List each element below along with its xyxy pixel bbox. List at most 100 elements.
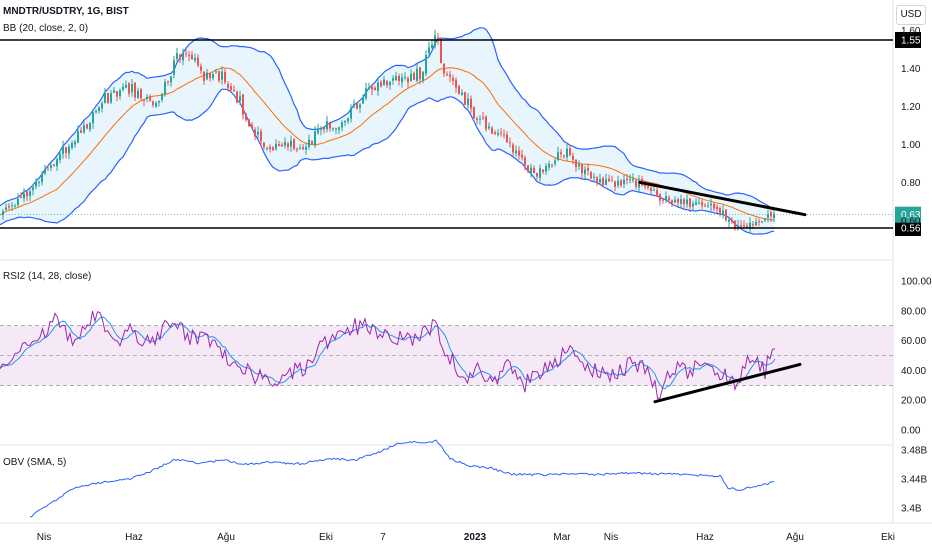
candle: [140, 88, 142, 99]
candle: [764, 218, 766, 221]
candle: [506, 134, 508, 143]
candle: [611, 180, 613, 182]
candle: [476, 118, 478, 121]
candle: [341, 122, 343, 128]
price-axis-tick: 1.40: [901, 64, 921, 75]
candle: [452, 78, 454, 82]
candle: [17, 198, 19, 205]
candle: [59, 153, 61, 160]
level-price-tag: [895, 220, 921, 236]
candle: [377, 82, 379, 91]
candle: [275, 143, 277, 149]
candle: [680, 199, 682, 204]
candle: [623, 179, 625, 185]
candle: [29, 191, 31, 196]
candle: [746, 225, 748, 228]
candle: [401, 77, 403, 83]
candle: [224, 72, 226, 83]
candle: [23, 193, 25, 199]
candle: [590, 172, 592, 179]
candle: [650, 187, 652, 192]
candle: [20, 196, 22, 198]
candle: [119, 90, 121, 97]
candle: [290, 140, 292, 147]
candle: [674, 199, 676, 203]
candle: [122, 86, 124, 90]
candle: [257, 131, 259, 135]
candle: [116, 91, 118, 97]
candle: [575, 159, 577, 168]
candle: [686, 199, 688, 205]
time-axis-tick: Haz: [125, 532, 143, 543]
candle: [596, 177, 598, 183]
candle: [668, 197, 670, 200]
rsi-axis-tick: 0.00: [901, 426, 921, 437]
candle: [551, 164, 553, 166]
price-axis-tick: 1.20: [901, 102, 921, 113]
time-axis-tick: Eki: [881, 532, 895, 543]
candle: [104, 93, 106, 103]
candle: [632, 178, 634, 181]
price-axis-tick: 1.00: [901, 140, 921, 151]
currency-button[interactable]: USD: [896, 5, 926, 25]
candle: [50, 165, 52, 168]
candle: [152, 101, 154, 106]
candle: [545, 166, 547, 172]
candle: [383, 79, 385, 86]
candle: [203, 71, 205, 81]
candle: [710, 203, 712, 206]
candle: [110, 93, 112, 103]
price-trendline[interactable]: [638, 180, 807, 217]
obv-legend[interactable]: OBV (SMA, 5): [3, 457, 67, 468]
candle: [587, 168, 589, 171]
candle: [434, 35, 436, 47]
candle: [188, 55, 190, 57]
candle: [482, 117, 484, 119]
candle: [176, 53, 178, 60]
candle: [89, 123, 91, 130]
obv-line: [29, 439, 775, 518]
last-price-label: 0.63: [901, 210, 921, 221]
candle: [716, 206, 718, 210]
candle: [446, 74, 448, 76]
rsi-trendline[interactable]: [653, 362, 802, 404]
candle: [77, 131, 79, 143]
candle: [431, 44, 433, 48]
candle: [41, 174, 43, 183]
candle: [146, 96, 148, 99]
candle: [86, 124, 88, 129]
candle: [302, 147, 304, 149]
candle: [584, 169, 586, 175]
time-axis-tick: Nis: [37, 532, 51, 543]
bb-legend[interactable]: BB (20, close, 2, 0): [3, 23, 89, 34]
candle: [770, 212, 772, 217]
candle: [14, 205, 16, 207]
candle: [644, 183, 646, 187]
candle: [44, 169, 46, 174]
candle: [707, 205, 709, 207]
candle: [143, 99, 145, 101]
candle: [371, 86, 373, 90]
candle: [704, 205, 706, 207]
candle: [284, 141, 286, 146]
candle: [503, 134, 505, 136]
candle: [683, 199, 685, 205]
candle: [332, 128, 334, 130]
candle: [326, 121, 328, 130]
rsi-axis-tick: 60.00: [901, 336, 926, 347]
bb-upper-band: [0, 27, 775, 210]
time-axis-tick: Nis: [604, 532, 618, 543]
rsi-legend[interactable]: RSI2 (14, 28, close): [3, 271, 92, 282]
candle: [563, 155, 565, 157]
candle: [173, 60, 175, 75]
candle: [488, 126, 490, 129]
bb-fill: [0, 27, 774, 235]
candle: [734, 220, 736, 228]
time-axis-tick: Ağu: [786, 532, 804, 543]
candle: [182, 52, 184, 61]
candle: [425, 55, 427, 74]
candle: [221, 71, 223, 80]
candle: [65, 147, 67, 153]
candle: [293, 139, 295, 149]
